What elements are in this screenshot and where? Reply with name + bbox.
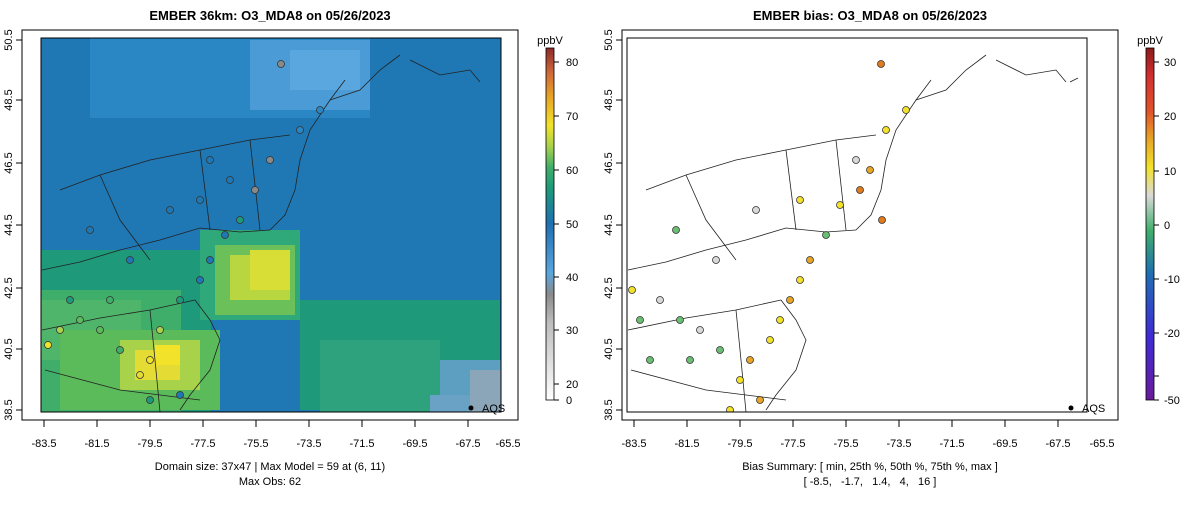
right-aqs-legend-label: AQS (1082, 403, 1105, 415)
left-colorbar-tick-70: 70 (554, 111, 578, 123)
left-footer-line1: Domain size: 37x47 | Max Model = 59 at (… (155, 461, 385, 473)
left-y-tick: 38.5 (3, 399, 15, 420)
right-y-tick: 38.5 (603, 399, 615, 420)
left-x-tick: -81.5 (84, 438, 109, 450)
right-colorbar-tick-20: 20 (1154, 111, 1176, 123)
left-colorbar-unit: ppbV (537, 35, 563, 47)
right-colorbar (1145, 47, 1155, 401)
right-colorbar-tick-0: 0 (1154, 220, 1170, 232)
right-x-axis: -83.5 -81.5 -79.5 -77.5 -75.5 -73.5 -71.… (621, 420, 1115, 450)
left-colorbar-tick-40: 40 (554, 272, 578, 284)
left-x-tick: -79.5 (137, 438, 162, 450)
left-y-tick: 40.5 (3, 338, 15, 359)
right-colorbar-tick-label: -10 (1164, 274, 1180, 286)
left-colorbar-tick-label: 70 (566, 111, 578, 123)
right-footer-line1: Bias Summary: [ min, 25th %, 50th %, 75t… (742, 461, 998, 473)
right-colorbar-unit: ppbV (1137, 35, 1163, 47)
right-map-frame (626, 37, 1088, 413)
right-x-tick: -83.5 (621, 438, 646, 450)
left-map-frame (40, 37, 502, 413)
left-y-axis: 38.5 40.5 42.5 44.5 46.5 48.5 50.5 (3, 29, 22, 421)
right-title: EMBER bias: O3_MDA8 on 05/26/2023 (753, 8, 987, 23)
left-colorbar-tick-label: 30 (566, 325, 578, 337)
left-colorbar-tick-0: 0 (554, 395, 572, 407)
right-x-tick: -73.5 (886, 438, 911, 450)
left-colorbar-tick-20: 20 (554, 379, 578, 391)
left-aqs-legend-marker (468, 405, 474, 411)
right-y-axis: 38.5 40.5 42.5 44.5 46.5 48.5 50.5 (603, 29, 622, 421)
right-x-tick: -69.5 (992, 438, 1017, 450)
left-y-tick: 42.5 (3, 277, 15, 298)
left-panel: EMBER 36km: O3_MDA8 on 05/26/2023 (3, 8, 578, 488)
right-panel: EMBER bias: O3_MDA8 on 05/26/2023 (603, 8, 1180, 488)
right-colorbar-tick--10: -10 (1154, 274, 1180, 286)
right-y-tick: 48.5 (603, 89, 615, 110)
right-colorbar-tick--20: -20 (1154, 328, 1180, 340)
left-footer-line2: Max Obs: 62 (239, 476, 301, 488)
right-y-tick: 44.5 (603, 214, 615, 235)
right-bias-map (627, 38, 1087, 412)
right-x-tick: -81.5 (674, 438, 699, 450)
left-y-tick: 48.5 (3, 89, 15, 110)
left-colorbar-ticks: 0 20 30 40 50 60 70 80 (554, 57, 578, 407)
right-colorbar-tick-label: 10 (1164, 166, 1176, 178)
left-x-axis: -83.5 -81.5 -79.5 -77.5 -75.5 -73.5 -71.… (31, 420, 521, 450)
left-x-tick: -75.5 (243, 438, 268, 450)
right-colorbar-ticks: -50 -40 -20 -10 0 10 20 30 (1154, 57, 1180, 407)
left-y-tick: 50.5 (3, 29, 15, 50)
left-colorbar (545, 47, 555, 401)
left-x-tick: -69.5 (402, 438, 427, 450)
left-colorbar-tick-label: 20 (566, 379, 578, 391)
right-x-tick: -77.5 (780, 438, 805, 450)
right-y-tick: 40.5 (603, 338, 615, 359)
right-y-tick: 46.5 (603, 152, 615, 173)
left-colorbar-tick-label: 80 (566, 57, 578, 69)
left-x-tick: -67.5 (455, 438, 480, 450)
left-colorbar-tick-80: 80 (554, 57, 578, 69)
right-aqs-legend-marker (1068, 405, 1074, 411)
left-y-tick: 46.5 (3, 152, 15, 173)
left-colorbar-tick-60: 60 (554, 165, 578, 177)
left-aqs-legend-label: AQS (482, 403, 505, 415)
right-colorbar-tick-label: -20 (1164, 328, 1180, 340)
right-colorbar-tick-30: 30 (1154, 57, 1176, 69)
right-x-tick: -75.5 (833, 438, 858, 450)
right-colorbar-tick-label: 30 (1164, 57, 1176, 69)
right-colorbar-tick-label: -50 (1164, 395, 1180, 407)
right-y-tick: 42.5 (603, 277, 615, 298)
right-colorbar-tick-label: -40 (1164, 371, 1180, 383)
right-colorbar-tick--50: -50 (1154, 395, 1180, 407)
left-x-tick: -83.5 (31, 438, 56, 450)
left-colorbar-tick-label: 50 (566, 219, 578, 231)
left-colorbar-tick-50: 50 (554, 219, 578, 231)
left-colorbar-tick-label: 60 (566, 165, 578, 177)
left-x-tick: -71.5 (349, 438, 374, 450)
right-x-tick: -65.5 (1089, 438, 1114, 450)
left-model-field (41, 38, 501, 412)
right-colorbar-tick-label: 0 (1164, 220, 1170, 232)
left-colorbar-tick-label: 0 (566, 395, 572, 407)
right-x-tick: -79.5 (727, 438, 752, 450)
left-colorbar-tick-label: 40 (566, 272, 578, 284)
left-x-tick: -77.5 (190, 438, 215, 450)
left-colorbar-tick-30: 30 (554, 325, 578, 337)
right-colorbar-tick-label: 20 (1164, 111, 1176, 123)
left-x-tick: -73.5 (296, 438, 321, 450)
right-colorbar-tick-10: 10 (1154, 166, 1176, 178)
left-x-tick: -65.5 (495, 438, 520, 450)
right-x-tick: -67.5 (1045, 438, 1070, 450)
left-title: EMBER 36km: O3_MDA8 on 05/26/2023 (149, 8, 390, 23)
right-y-tick: 50.5 (603, 29, 615, 50)
right-colorbar-tick--40: -40 (1154, 371, 1180, 383)
right-footer-line2: [ -8.5, -1.7, 1.4, 4, 16 ] (804, 476, 937, 488)
left-y-tick: 44.5 (3, 214, 15, 235)
right-x-tick: -71.5 (939, 438, 964, 450)
